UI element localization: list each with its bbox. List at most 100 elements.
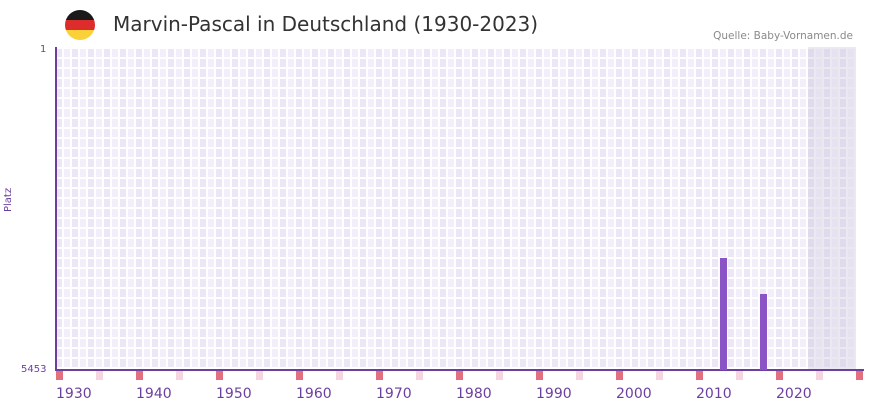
grid-column xyxy=(272,47,280,370)
grid-column xyxy=(608,47,616,370)
bar-2013[interactable] xyxy=(720,258,727,370)
year-marker xyxy=(816,371,823,380)
year-marker xyxy=(336,371,343,380)
year-marker xyxy=(536,371,543,380)
grid-column xyxy=(512,47,520,370)
year-marker xyxy=(696,371,703,380)
grid-column xyxy=(296,47,304,370)
grid-column xyxy=(544,47,552,370)
grid-column xyxy=(504,47,512,370)
germany-flag-icon xyxy=(65,10,95,40)
grid-column xyxy=(568,47,576,370)
grid-column xyxy=(648,47,656,370)
x-axis-label: 2010 xyxy=(696,386,732,402)
grid-column xyxy=(136,47,144,370)
grid-column xyxy=(616,47,624,370)
grid-column xyxy=(480,47,488,370)
year-marker xyxy=(736,371,743,380)
year-marker xyxy=(56,371,63,380)
grid-column xyxy=(240,47,248,370)
grid-column xyxy=(144,47,152,370)
grid-column xyxy=(168,47,176,370)
grid-column xyxy=(744,47,752,370)
grid-column xyxy=(264,47,272,370)
grid-column xyxy=(336,47,344,370)
year-marker xyxy=(216,371,223,380)
grid-column xyxy=(120,47,128,370)
year-marker xyxy=(96,371,103,380)
grid-column xyxy=(752,47,760,370)
grid-column xyxy=(152,47,160,370)
x-axis-label: 1940 xyxy=(136,386,172,402)
year-marker xyxy=(296,371,303,380)
grid-column xyxy=(600,47,608,370)
grid-column xyxy=(432,47,440,370)
year-marker xyxy=(616,371,623,380)
grid-column xyxy=(688,47,696,370)
grid-column xyxy=(464,47,472,370)
grid-column xyxy=(584,47,592,370)
grid-column xyxy=(672,47,680,370)
grid-column xyxy=(360,47,368,370)
grid-column xyxy=(696,47,704,370)
year-marker xyxy=(456,371,463,380)
grid-column xyxy=(424,47,432,370)
grid-column xyxy=(768,47,776,370)
grid-column xyxy=(72,47,80,370)
x-axis-label: 1930 xyxy=(56,386,92,402)
y-axis-line xyxy=(55,47,57,371)
grid-column xyxy=(304,47,312,370)
grid-column xyxy=(416,47,424,370)
grid-column xyxy=(800,47,808,370)
year-marker xyxy=(176,371,183,380)
grid-column xyxy=(392,47,400,370)
grid-column xyxy=(488,47,496,370)
grid-column xyxy=(56,47,64,370)
grid-column xyxy=(184,47,192,370)
grid-column xyxy=(88,47,96,370)
grid-column xyxy=(496,47,504,370)
grid-column xyxy=(248,47,256,370)
x-axis-label: 2020 xyxy=(776,386,812,402)
grid-column xyxy=(552,47,560,370)
grid-column xyxy=(560,47,568,370)
grid-column xyxy=(408,47,416,370)
x-axis-label: 1970 xyxy=(376,386,412,402)
x-axis-label: 1950 xyxy=(216,386,252,402)
grid-column xyxy=(104,47,112,370)
grid-column xyxy=(808,47,816,370)
year-marker xyxy=(256,371,263,380)
grid-column xyxy=(592,47,600,370)
grid-column xyxy=(624,47,632,370)
grid-column xyxy=(736,47,744,370)
grid-column xyxy=(472,47,480,370)
grid-column xyxy=(824,47,832,370)
grid-column xyxy=(192,47,200,370)
year-marker xyxy=(776,371,783,380)
grid-column xyxy=(368,47,376,370)
grid-column xyxy=(680,47,688,370)
grid-column xyxy=(632,47,640,370)
grid-column xyxy=(832,47,840,370)
grid-column xyxy=(128,47,136,370)
bar-2018[interactable] xyxy=(760,294,767,370)
y-axis-bottom-label: 5453 xyxy=(21,364,47,375)
grid-column xyxy=(320,47,328,370)
grid-column xyxy=(400,47,408,370)
grid-column xyxy=(232,47,240,370)
grid-column xyxy=(352,47,360,370)
x-axis-label: 1990 xyxy=(536,386,572,402)
grid-column xyxy=(640,47,648,370)
grid-column xyxy=(448,47,456,370)
year-marker xyxy=(576,371,583,380)
grid-column xyxy=(528,47,536,370)
grid-column xyxy=(712,47,720,370)
grid-column xyxy=(840,47,848,370)
grid-column xyxy=(256,47,264,370)
grid-column xyxy=(288,47,296,370)
grid-column xyxy=(656,47,664,370)
plot-area xyxy=(56,47,864,370)
grid-column xyxy=(576,47,584,370)
year-marker xyxy=(496,371,503,380)
x-axis-label: 1980 xyxy=(456,386,492,402)
